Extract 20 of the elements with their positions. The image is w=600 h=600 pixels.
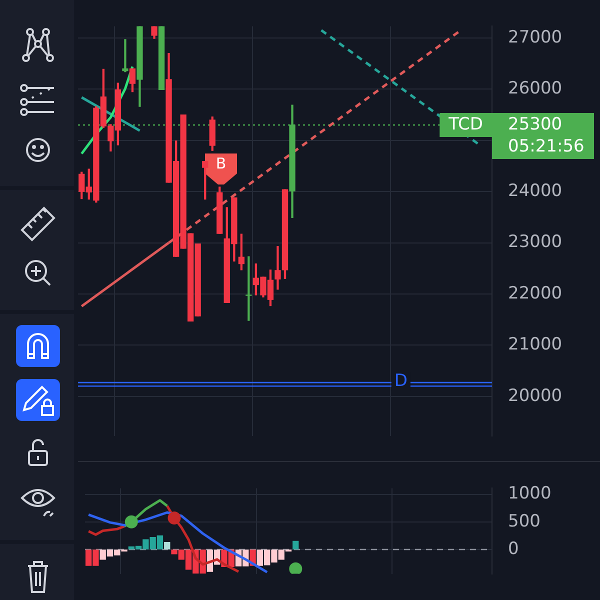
y-tick-label: 22000 (508, 283, 562, 304)
point (168, 512, 181, 525)
bar (292, 540, 299, 550)
annotation: B (216, 154, 226, 172)
y-tick-label: 20000 (508, 386, 562, 406)
ref-line-label: D (394, 370, 408, 391)
y-tick-label: 1000 (508, 484, 552, 504)
text: 05:21:56 (508, 136, 584, 156)
point (289, 562, 302, 574)
ref-line-label: TCD (448, 114, 484, 134)
y-tick-label: 24000 (508, 181, 562, 201)
y-tick-label: 0 (508, 538, 519, 559)
y-tick-label: 500 (508, 511, 540, 532)
y-tick-label: 23000 (508, 232, 562, 252)
y-tick-label: 21000 (508, 334, 562, 355)
y-tick-label: 26000 (508, 78, 562, 99)
text: 25300 (508, 114, 562, 134)
y-tick-label: 27000 (508, 27, 562, 48)
point (124, 515, 138, 528)
bar (164, 542, 170, 550)
